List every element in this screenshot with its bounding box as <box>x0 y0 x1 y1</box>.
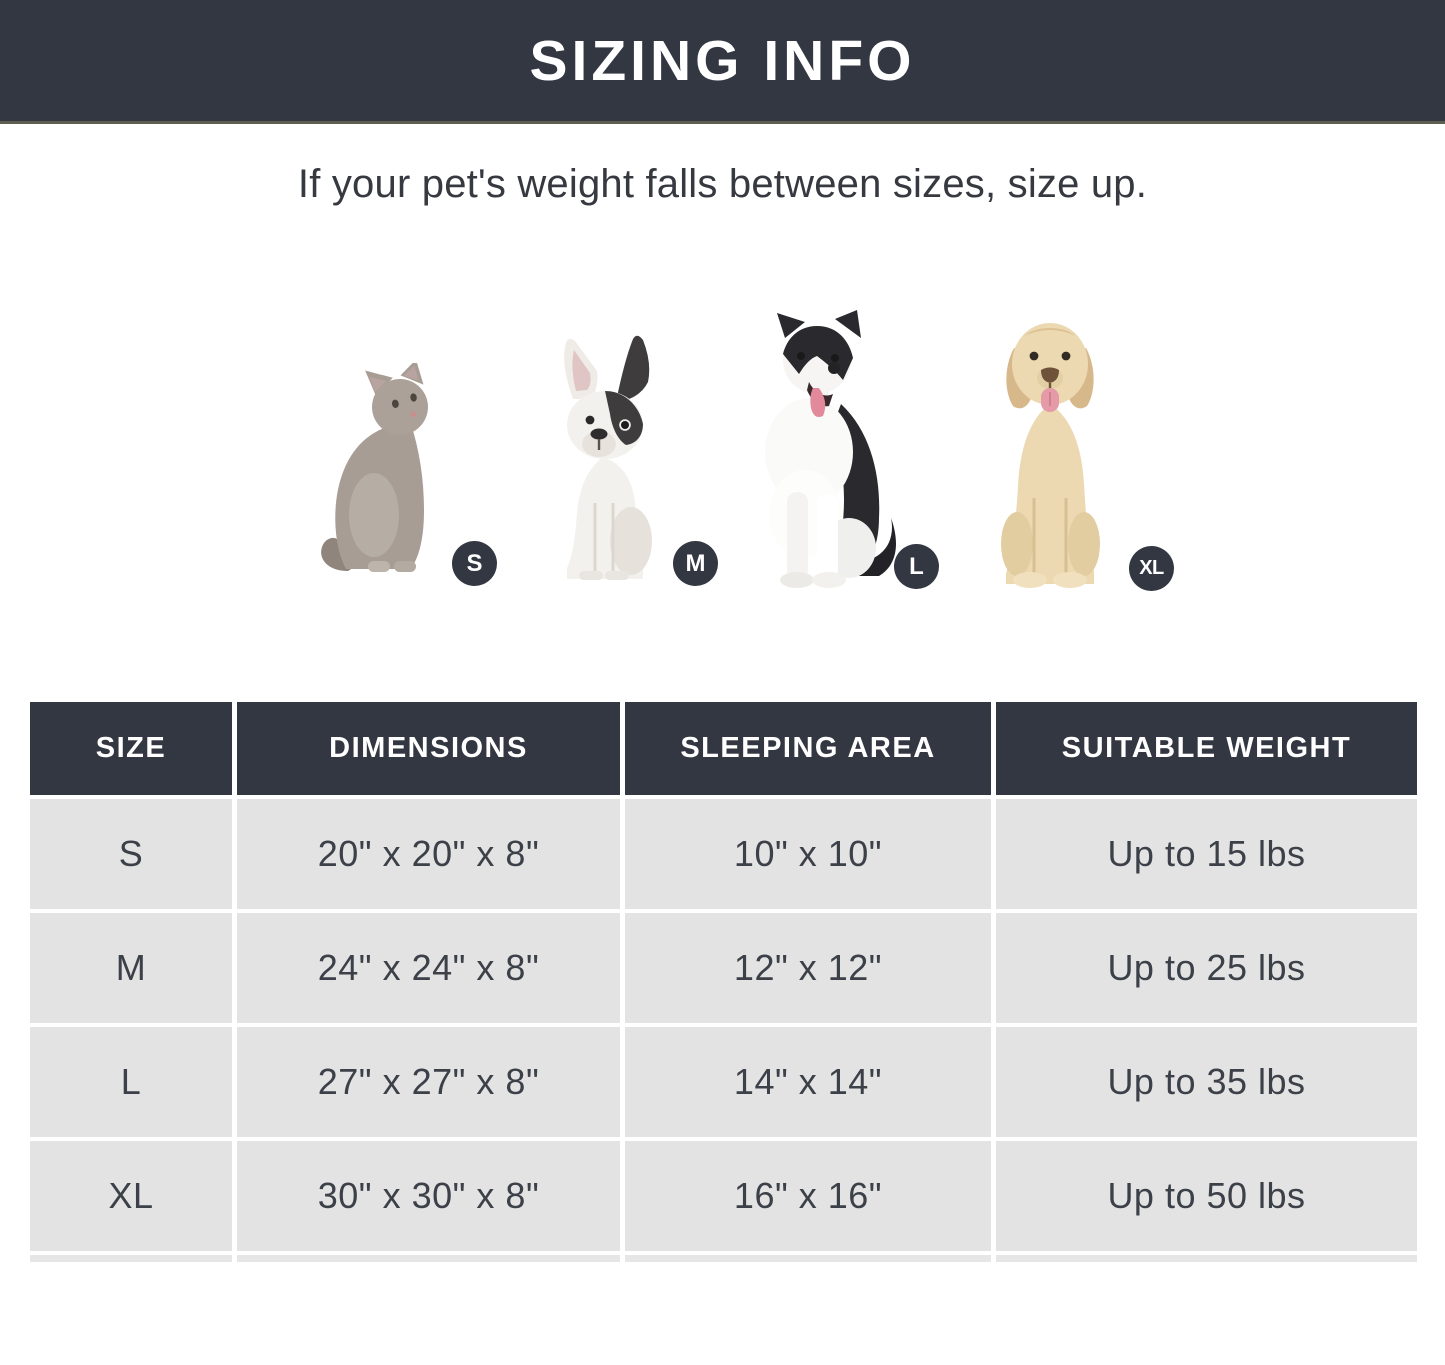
table-cell-dimensions: 24" x 24" x 8" <box>237 913 620 1023</box>
table-cell-sleeping-area: 14" x 14" <box>625 1027 991 1137</box>
size-badge-s: S <box>452 541 497 586</box>
size-badge-m-label: M <box>685 549 706 577</box>
table-cell-suitable-weight: Up to 35 lbs <box>996 1027 1417 1137</box>
table-cell-sleeping-area: 12" x 12" <box>625 913 991 1023</box>
column-header-sleeping-area: SLEEPING AREA <box>625 702 991 795</box>
table-cell-size: L <box>30 1027 232 1137</box>
cat-icon <box>321 363 428 572</box>
french-bulldog-icon <box>564 335 652 580</box>
table-cell-suitable-weight: Up to 25 lbs <box>996 913 1417 1023</box>
table-cell-sleeping-area: 10" x 10" <box>625 799 991 909</box>
table-cell-size: XL <box>30 1141 232 1251</box>
column-header-dimensions: DIMENSIONS <box>237 702 620 795</box>
sizing-table: SIZE DIMENSIONS SLEEPING AREA SUITABLE W… <box>30 702 1417 1262</box>
table-partial-row-cell <box>996 1255 1417 1262</box>
size-badge-xl-label: XL <box>1139 557 1164 579</box>
size-badge-l: L <box>894 544 939 589</box>
size-badge-s-label: S <box>466 549 483 577</box>
table-cell-sleeping-area: 16" x 16" <box>625 1141 991 1251</box>
table-cell-suitable-weight: Up to 15 lbs <box>996 799 1417 909</box>
column-header-suitable-weight: SUITABLE WEIGHT <box>996 702 1417 795</box>
table-partial-row-cell <box>237 1255 620 1262</box>
table-partial-row-cell <box>30 1255 232 1262</box>
page-title: SIZING INFO <box>529 28 916 93</box>
size-badge-m: M <box>673 541 718 586</box>
table-cell-size: S <box>30 799 232 909</box>
border-collie-icon <box>765 310 896 588</box>
table-cell-suitable-weight: Up to 50 lbs <box>996 1141 1417 1251</box>
sizing-note: If your pet's weight falls between sizes… <box>297 162 1148 206</box>
table-cell-size: M <box>30 913 232 1023</box>
table-cell-dimensions: 20" x 20" x 8" <box>237 799 620 909</box>
column-header-size: SIZE <box>30 702 232 795</box>
size-badge-l-label: L <box>909 552 924 580</box>
size-badge-xl: XL <box>1129 546 1174 591</box>
table-cell-dimensions: 27" x 27" x 8" <box>237 1027 620 1137</box>
table-cell-dimensions: 30" x 30" x 8" <box>237 1141 620 1251</box>
labrador-icon <box>1001 323 1100 588</box>
header-bar: SIZING INFO <box>0 0 1445 124</box>
table-partial-row-cell <box>625 1255 991 1262</box>
